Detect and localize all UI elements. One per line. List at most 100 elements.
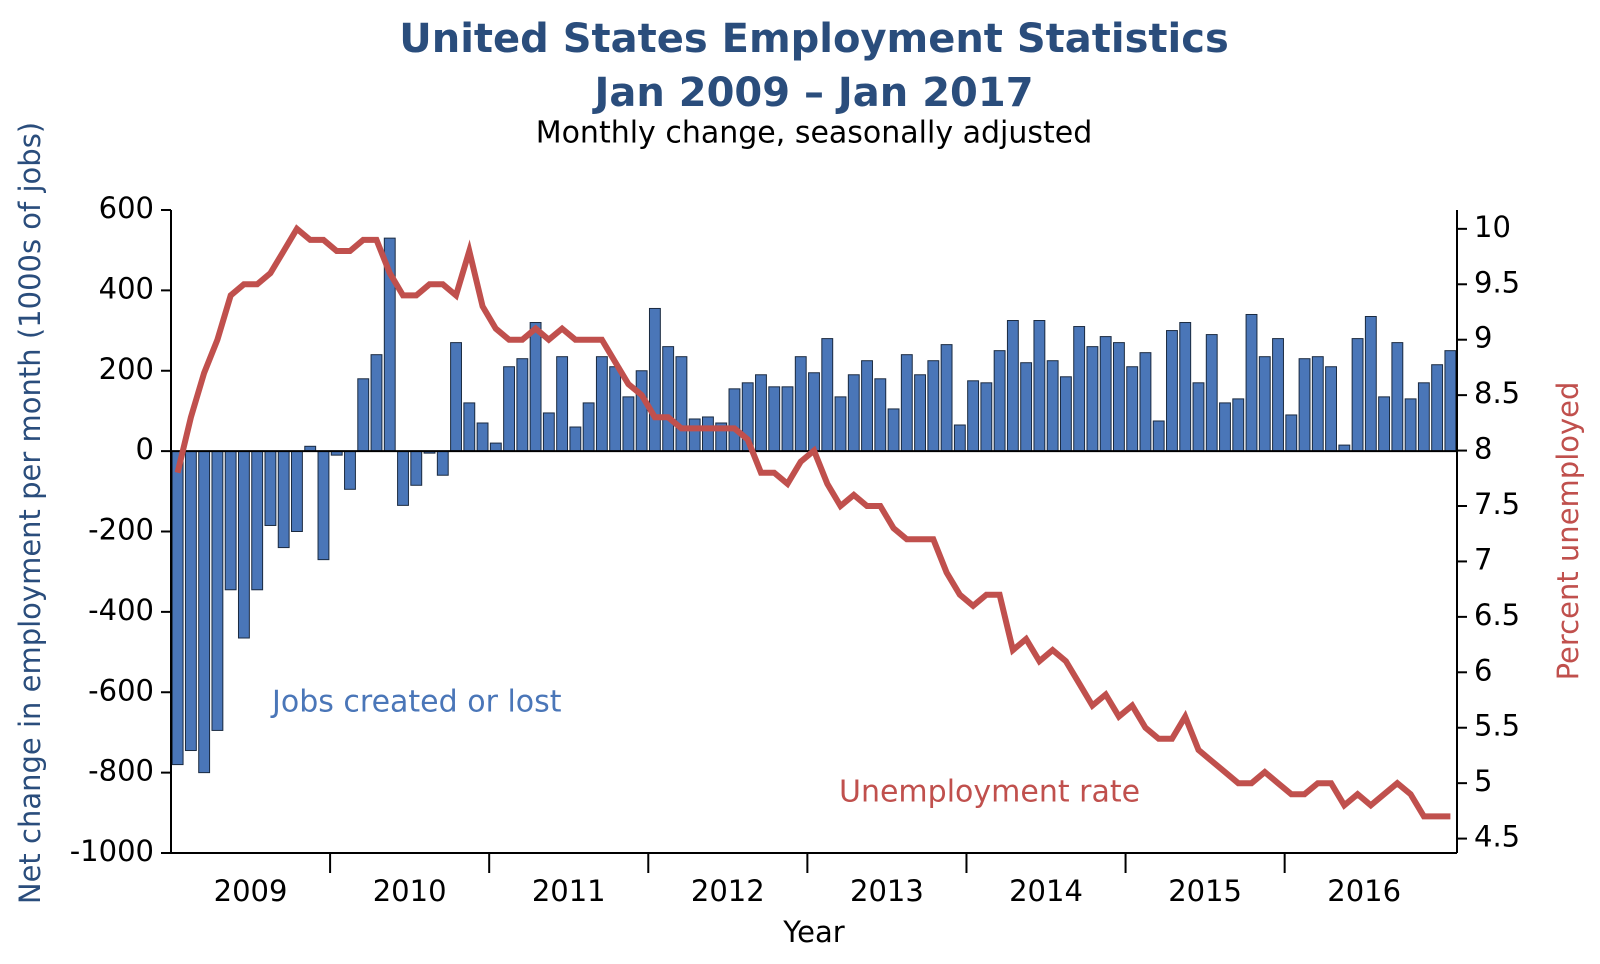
bar [1232, 398, 1245, 452]
x-tick-label: 2009 [214, 874, 288, 908]
bar [516, 358, 529, 452]
bar [728, 388, 741, 452]
bar [1192, 382, 1205, 452]
y-tick-label: 0 [136, 432, 154, 466]
bar [1258, 356, 1271, 452]
y-tick-label: -600 [88, 673, 154, 707]
x-tick-label: 2011 [532, 874, 606, 908]
bar [1391, 342, 1404, 452]
bar [224, 450, 237, 591]
bar [622, 396, 635, 452]
bar [1112, 342, 1125, 452]
bar [476, 422, 489, 452]
bar [887, 408, 900, 452]
bar [1325, 366, 1337, 452]
y-tick-label: -800 [88, 754, 154, 788]
bar [781, 386, 794, 452]
bar [1059, 376, 1072, 452]
bar [1099, 336, 1112, 452]
bar [264, 450, 277, 526]
bar [582, 402, 595, 452]
y2-tick-label: 4.5 [1474, 820, 1520, 854]
bar [1311, 356, 1324, 452]
bar [198, 450, 211, 774]
y2-tick-label: 7 [1474, 542, 1492, 576]
x-tick-label: 2016 [1327, 874, 1401, 908]
bar [755, 374, 767, 452]
x-tick-label: 2012 [691, 874, 765, 908]
bar [542, 412, 555, 452]
bar [874, 378, 887, 452]
bar [794, 356, 807, 452]
bar [344, 450, 356, 490]
bar [317, 450, 330, 561]
bar [1431, 364, 1444, 452]
bar [914, 374, 927, 452]
bar [675, 356, 688, 452]
bar [1166, 330, 1178, 452]
bar [1020, 362, 1033, 452]
y-tick-label: 400 [99, 271, 154, 305]
x-tick-label: 2013 [850, 874, 924, 908]
y-tick-label: -200 [88, 513, 154, 547]
bar [1417, 382, 1430, 452]
x-tick-label: 2015 [1168, 874, 1242, 908]
bar [1046, 360, 1059, 452]
bar [1073, 326, 1086, 452]
series-label: Jobs created or lost [270, 685, 562, 720]
bar [993, 350, 1006, 452]
bar [397, 450, 409, 506]
bar [609, 366, 622, 452]
y2-axis-label: Percent unemployed [1551, 382, 1585, 681]
y-tick-label: 200 [99, 352, 154, 386]
bar [1219, 402, 1231, 452]
bar [1086, 346, 1099, 452]
bar [370, 354, 383, 452]
y2-tick-label: 8.5 [1474, 376, 1520, 410]
bar [357, 378, 370, 452]
y2-tick-label: 6.5 [1474, 598, 1520, 632]
bar [1179, 322, 1192, 452]
y2-tick-label: 7.5 [1474, 487, 1520, 521]
line [174, 224, 1451, 820]
bar [463, 402, 476, 452]
bar [1378, 396, 1391, 452]
y-tick-label: -1000 [70, 834, 154, 868]
chart-subtitle: Jan 2009 – Jan 2017 [591, 70, 1033, 116]
bar [768, 386, 781, 452]
bar [953, 424, 966, 452]
y-tick-label: -400 [88, 593, 154, 627]
bar [569, 426, 582, 452]
bar [648, 307, 661, 452]
bar [927, 360, 940, 452]
bar [251, 450, 264, 591]
y-axis-label: Net change in employment per month (1000… [13, 122, 47, 904]
y2-tick-label: 8 [1474, 432, 1492, 466]
y2-tick-label: 6 [1474, 653, 1492, 687]
bar [595, 356, 608, 452]
bar [834, 396, 847, 452]
chart-title: United States Employment Statistics [399, 16, 1229, 62]
y2-tick-label: 10 [1474, 210, 1511, 244]
bar [211, 450, 224, 731]
y2-tick-label: 5.5 [1474, 709, 1520, 743]
bar [900, 354, 913, 452]
series-label: Unemployment rate [839, 775, 1140, 810]
bar [503, 366, 516, 452]
y-tick-label: 600 [99, 191, 154, 225]
bar [702, 416, 714, 452]
bar [980, 382, 993, 452]
bar [171, 450, 184, 766]
bar [1285, 414, 1298, 452]
bar [410, 450, 423, 486]
x-tick-label: 2010 [373, 874, 447, 908]
bar [1152, 420, 1165, 452]
bar [861, 360, 873, 452]
bar [1205, 334, 1218, 452]
bar [1006, 320, 1019, 452]
bar [1351, 338, 1364, 452]
bar [1033, 320, 1046, 452]
bar [662, 346, 675, 452]
bar [688, 418, 701, 452]
bar [967, 380, 980, 452]
